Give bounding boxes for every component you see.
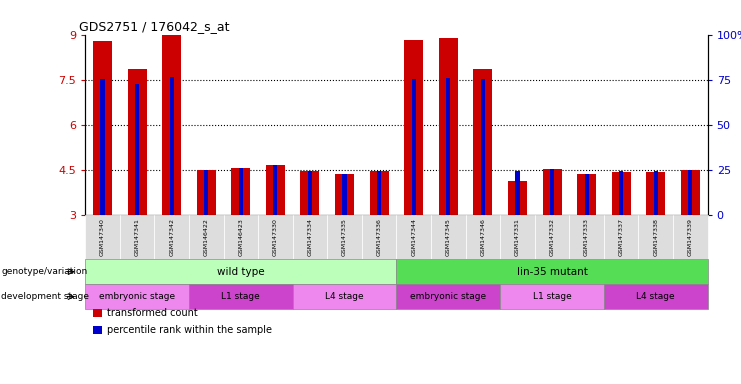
Bar [585, 174, 588, 215]
Bar [688, 170, 692, 215]
Bar [93, 41, 112, 215]
Text: L4 stage: L4 stage [325, 292, 364, 301]
Bar [577, 174, 596, 215]
Text: GSM147338: GSM147338 [654, 218, 658, 256]
Text: GSM147337: GSM147337 [619, 218, 624, 256]
Text: GSM147336: GSM147336 [376, 218, 382, 256]
Text: development stage: development stage [1, 292, 90, 301]
Text: GSM147345: GSM147345 [446, 218, 451, 256]
Bar [550, 169, 554, 215]
Bar [404, 40, 423, 215]
Bar [446, 78, 451, 215]
Text: GSM147332: GSM147332 [550, 218, 554, 256]
Bar [439, 38, 458, 215]
Bar [370, 171, 388, 215]
Bar [127, 69, 147, 215]
Bar [231, 168, 250, 215]
Bar [377, 171, 381, 215]
Text: GSM147335: GSM147335 [342, 218, 347, 256]
Text: genotype/variation: genotype/variation [1, 267, 87, 276]
Bar [300, 171, 319, 215]
Text: GSM147344: GSM147344 [411, 218, 416, 256]
Bar [335, 174, 354, 215]
Text: GSM147334: GSM147334 [308, 218, 313, 256]
Text: embryonic stage: embryonic stage [411, 292, 486, 301]
Text: embryonic stage: embryonic stage [99, 292, 175, 301]
Bar [681, 170, 700, 215]
Bar [101, 79, 104, 215]
Text: lin-35 mutant: lin-35 mutant [516, 266, 588, 277]
Text: L1 stage: L1 stage [533, 292, 571, 301]
Text: GSM147342: GSM147342 [169, 218, 174, 256]
Text: percentile rank within the sample: percentile rank within the sample [107, 325, 273, 335]
Bar [273, 165, 277, 215]
Bar [542, 169, 562, 215]
Bar [412, 79, 416, 215]
Text: GSM147340: GSM147340 [100, 218, 105, 256]
Text: GSM147331: GSM147331 [515, 218, 520, 256]
Text: GDS2751 / 176042_s_at: GDS2751 / 176042_s_at [79, 20, 230, 33]
Bar [508, 181, 527, 215]
Bar [646, 172, 665, 215]
Text: GSM147346: GSM147346 [480, 218, 485, 256]
Bar [135, 84, 139, 215]
Bar [308, 171, 312, 215]
Bar [654, 171, 658, 215]
Bar [239, 168, 243, 215]
Text: GSM147341: GSM147341 [135, 218, 139, 256]
Text: GSM147339: GSM147339 [688, 218, 693, 256]
Text: wild type: wild type [217, 266, 265, 277]
Bar [196, 170, 216, 215]
Bar [205, 170, 208, 215]
Bar [170, 77, 173, 215]
Text: transformed count: transformed count [107, 308, 198, 318]
Bar [516, 171, 519, 215]
Bar [162, 35, 181, 215]
Text: GSM146423: GSM146423 [239, 218, 243, 256]
Text: GSM147333: GSM147333 [584, 218, 589, 256]
Bar [266, 165, 285, 215]
Text: L4 stage: L4 stage [637, 292, 675, 301]
Text: GSM146422: GSM146422 [204, 218, 209, 256]
Bar [342, 174, 347, 215]
Bar [611, 172, 631, 215]
Bar [619, 171, 623, 215]
Text: GSM147330: GSM147330 [273, 218, 278, 256]
Bar [481, 79, 485, 215]
Text: L1 stage: L1 stage [222, 292, 260, 301]
Bar [473, 69, 492, 215]
